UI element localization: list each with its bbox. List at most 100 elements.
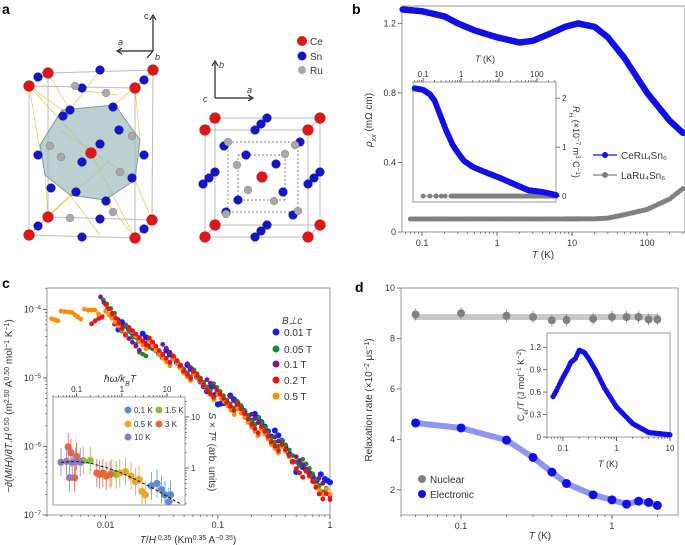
legend-label: Electronic bbox=[430, 490, 474, 501]
legend-marker bbox=[272, 392, 280, 400]
data-point bbox=[297, 458, 302, 463]
y-tick-label: 1.2 bbox=[383, 18, 396, 28]
data-point bbox=[207, 391, 213, 397]
data-point bbox=[157, 486, 165, 494]
legend-title: B⊥c bbox=[282, 316, 302, 327]
data-point bbox=[634, 313, 643, 322]
data-point bbox=[127, 472, 135, 480]
data-point bbox=[146, 335, 152, 341]
label-segment: ) bbox=[364, 338, 375, 341]
sn-atom bbox=[95, 214, 105, 224]
data-point bbox=[141, 491, 149, 499]
sn-atom bbox=[256, 119, 266, 129]
data-point bbox=[137, 335, 142, 340]
data-point bbox=[279, 442, 285, 448]
data-point bbox=[652, 500, 662, 510]
sn-atom bbox=[139, 75, 149, 85]
sn-atom bbox=[95, 65, 105, 75]
data-point bbox=[255, 420, 261, 426]
x-axis-label: T (K) bbox=[598, 459, 618, 469]
legend-label: 0.5 T bbox=[284, 392, 307, 403]
legend-marker bbox=[124, 420, 132, 428]
data-point bbox=[55, 318, 61, 324]
y-axis-label: Cel/T (J mol−1 K−2) bbox=[516, 349, 530, 421]
legend-label: 0.01 T bbox=[284, 328, 312, 339]
data-point bbox=[231, 398, 237, 404]
legend-marker bbox=[602, 172, 608, 178]
label-segment: 0.50 bbox=[4, 367, 11, 381]
sn-atom-icon bbox=[297, 51, 307, 61]
series-ce bbox=[399, 6, 685, 137]
sn-atom bbox=[77, 157, 87, 167]
ru-atom bbox=[127, 131, 137, 141]
data-point bbox=[63, 457, 71, 466]
sn-atom bbox=[315, 167, 325, 177]
data-point bbox=[303, 468, 309, 474]
sn-atom bbox=[250, 125, 260, 135]
data-point bbox=[293, 466, 299, 472]
data-point bbox=[184, 372, 190, 378]
ru-atom bbox=[221, 209, 231, 219]
x-tick-label: 10 bbox=[567, 238, 577, 248]
sn-atom bbox=[33, 72, 43, 82]
axis-a-label: a bbox=[247, 85, 252, 95]
sn-atom bbox=[71, 187, 81, 197]
data-point bbox=[121, 468, 130, 476]
data-point bbox=[160, 355, 166, 361]
label-segment: S bbox=[206, 413, 217, 420]
bond-line bbox=[28, 85, 41, 151]
data-point bbox=[622, 499, 632, 509]
data-point bbox=[167, 363, 173, 369]
label-segment: 0.35 bbox=[156, 535, 172, 542]
data-point bbox=[547, 467, 557, 477]
data-point bbox=[562, 316, 571, 325]
data-point bbox=[221, 395, 226, 401]
label-segment: T bbox=[140, 535, 147, 545]
label-segment: ) bbox=[516, 349, 526, 352]
ru-atom bbox=[70, 81, 80, 91]
data-point bbox=[653, 315, 662, 324]
label-segment: α bbox=[211, 437, 218, 442]
sn-atom bbox=[139, 150, 149, 160]
label-segment: −2 bbox=[364, 363, 371, 371]
ce-atom bbox=[199, 124, 211, 136]
x-tick-label: 1 bbox=[495, 238, 500, 248]
data-point bbox=[607, 495, 617, 505]
data-point bbox=[167, 349, 173, 355]
data-point bbox=[204, 387, 210, 393]
label-segment: H bbox=[149, 535, 157, 545]
bond-line bbox=[28, 85, 63, 111]
x-tick-label: 0.01 bbox=[97, 520, 115, 530]
data-point bbox=[634, 496, 644, 506]
data-point bbox=[98, 294, 103, 300]
ce-atom bbox=[42, 211, 54, 223]
sn-atom bbox=[114, 125, 124, 135]
ce-atom bbox=[85, 147, 97, 159]
ce-atom bbox=[199, 231, 211, 243]
sn-atom bbox=[250, 232, 260, 242]
sn-atom bbox=[204, 173, 214, 183]
legend-label: 0.1 K bbox=[134, 406, 153, 415]
data-point bbox=[622, 313, 631, 322]
data-point bbox=[153, 343, 159, 349]
label-segment: (mΩ cm) bbox=[364, 93, 375, 134]
data-point bbox=[589, 314, 598, 323]
data-point bbox=[109, 310, 115, 316]
y-tick-label: 10−7 bbox=[24, 510, 42, 521]
label-segment: H bbox=[4, 460, 15, 468]
axes-triad-right bbox=[211, 59, 255, 102]
data-point bbox=[112, 319, 118, 325]
label-segment: ħω bbox=[104, 374, 118, 385]
axis-c-label: c bbox=[203, 94, 208, 104]
label-segment: −1 bbox=[516, 367, 523, 375]
y-tick-label: 1 bbox=[191, 464, 196, 473]
data-point bbox=[66, 474, 74, 482]
crystal-structure: c a b b a c Ce Sn Ru bbox=[23, 11, 326, 244]
data-point bbox=[227, 404, 233, 409]
data-point bbox=[92, 318, 98, 324]
data-point bbox=[327, 491, 333, 497]
x-axis-label: T (K) bbox=[475, 54, 495, 64]
